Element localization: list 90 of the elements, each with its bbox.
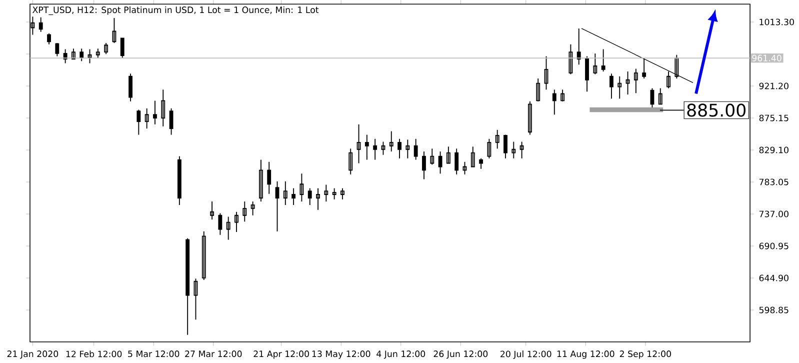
candlestick bbox=[186, 238, 190, 336]
candlestick bbox=[104, 42, 108, 54]
candlestick bbox=[177, 156, 182, 206]
candlestick bbox=[479, 158, 484, 170]
candlestick bbox=[373, 138, 378, 160]
candlestick bbox=[536, 78, 540, 102]
x-tick-label: 27 Mar 12:00 bbox=[185, 350, 242, 357]
y-tick-label: 783.05 bbox=[759, 178, 788, 186]
candlestick bbox=[585, 56, 589, 92]
candlestick bbox=[283, 180, 288, 206]
candlestick bbox=[210, 200, 214, 220]
candlestick bbox=[308, 188, 312, 206]
candlestick bbox=[292, 188, 296, 206]
y-tick-label: 598.85 bbox=[759, 306, 788, 314]
candlestick bbox=[626, 70, 630, 95]
candlestick bbox=[618, 76, 622, 99]
candlestick bbox=[340, 188, 344, 200]
candlestick bbox=[128, 73, 132, 102]
candlestick bbox=[593, 52, 598, 75]
candlestick bbox=[316, 188, 320, 210]
candlestick bbox=[446, 146, 450, 164]
candlestick bbox=[47, 32, 51, 45]
candlestick bbox=[38, 16, 43, 32]
candlestick bbox=[560, 88, 565, 102]
candlestick bbox=[414, 138, 418, 160]
candlestick bbox=[495, 129, 500, 149]
candlestick bbox=[552, 88, 556, 115]
x-tick-label: 11 Aug 12:00 bbox=[557, 350, 614, 359]
candlestick bbox=[610, 73, 614, 99]
candlestick bbox=[470, 146, 475, 168]
candlestick bbox=[348, 148, 353, 175]
y-tick-label: 875.15 bbox=[759, 114, 788, 122]
candlestick bbox=[406, 139, 410, 159]
candlestick bbox=[80, 48, 84, 62]
candlestick bbox=[634, 68, 638, 94]
candlestick bbox=[258, 159, 263, 202]
candlestick bbox=[218, 212, 222, 236]
candlestick bbox=[120, 38, 124, 59]
candlestick bbox=[202, 230, 206, 280]
y-tick-label: 1013.30 bbox=[760, 18, 794, 26]
candlestick bbox=[63, 48, 68, 64]
candlestick bbox=[642, 58, 646, 79]
candlestick bbox=[520, 141, 524, 159]
x-tick-label: 13 May 12:00 bbox=[312, 350, 370, 359]
candlestick bbox=[153, 100, 157, 125]
candlestick bbox=[430, 148, 434, 165]
candlestick bbox=[55, 42, 60, 57]
candlestick bbox=[234, 211, 238, 232]
candlestick bbox=[601, 48, 606, 72]
annotation: 885.00 bbox=[687, 103, 746, 117]
y-tick-label: 690.95 bbox=[759, 242, 788, 250]
chart-title: XPT_USD, H12: Spot Platinum in USD, 1 Lot = 1 Ounce, Min: 1 Lot bbox=[32, 6, 319, 15]
x-tick-label: 5 Mar 12:00 bbox=[128, 350, 180, 357]
ref-line-label: 961.40 bbox=[752, 54, 782, 62]
candlestick bbox=[332, 188, 336, 200]
candlestick bbox=[364, 134, 369, 160]
candlestick bbox=[381, 141, 386, 156]
x-tick-label: 26 Jun 12:00 bbox=[434, 350, 488, 359]
x-tick-label: 12 Feb 12:00 bbox=[66, 350, 122, 358]
candlestick bbox=[422, 150, 426, 180]
candlestick bbox=[576, 28, 581, 65]
candlestick bbox=[267, 161, 272, 194]
candlestick bbox=[356, 124, 361, 164]
candlestick bbox=[568, 44, 573, 75]
candlestick bbox=[658, 88, 662, 105]
y-tick-label: 829.10 bbox=[759, 146, 788, 154]
candlestick bbox=[487, 138, 492, 159]
candlestick bbox=[96, 48, 100, 59]
x-tick-label: 4 Jun 12:00 bbox=[376, 350, 426, 359]
x-tick-label: 2 Sep 12:00 bbox=[620, 350, 671, 359]
y-tick-label: 644.90 bbox=[759, 274, 788, 282]
candlestick bbox=[389, 130, 394, 152]
candlestick bbox=[324, 184, 328, 202]
candlestick bbox=[144, 108, 149, 129]
y-tick-label: 737.00 bbox=[759, 210, 788, 218]
candlestick bbox=[528, 100, 532, 136]
candlestick bbox=[504, 134, 508, 159]
x-tick-label: 21 Jan 2020 bbox=[7, 350, 58, 359]
candlestick bbox=[398, 138, 402, 159]
y-tick-label: 921.20 bbox=[759, 82, 788, 90]
candlestick bbox=[161, 88, 166, 127]
candlestick bbox=[250, 200, 255, 216]
candlestick bbox=[300, 173, 304, 202]
x-tick-label: 21 Apr 12:00 bbox=[254, 350, 309, 359]
x-tick-label: 20 Jul 12:00 bbox=[500, 350, 552, 359]
candlestick bbox=[242, 200, 247, 222]
candlestick bbox=[226, 216, 230, 240]
candlestick bbox=[136, 109, 141, 136]
candlestick bbox=[512, 141, 516, 159]
candlestick bbox=[454, 148, 459, 175]
